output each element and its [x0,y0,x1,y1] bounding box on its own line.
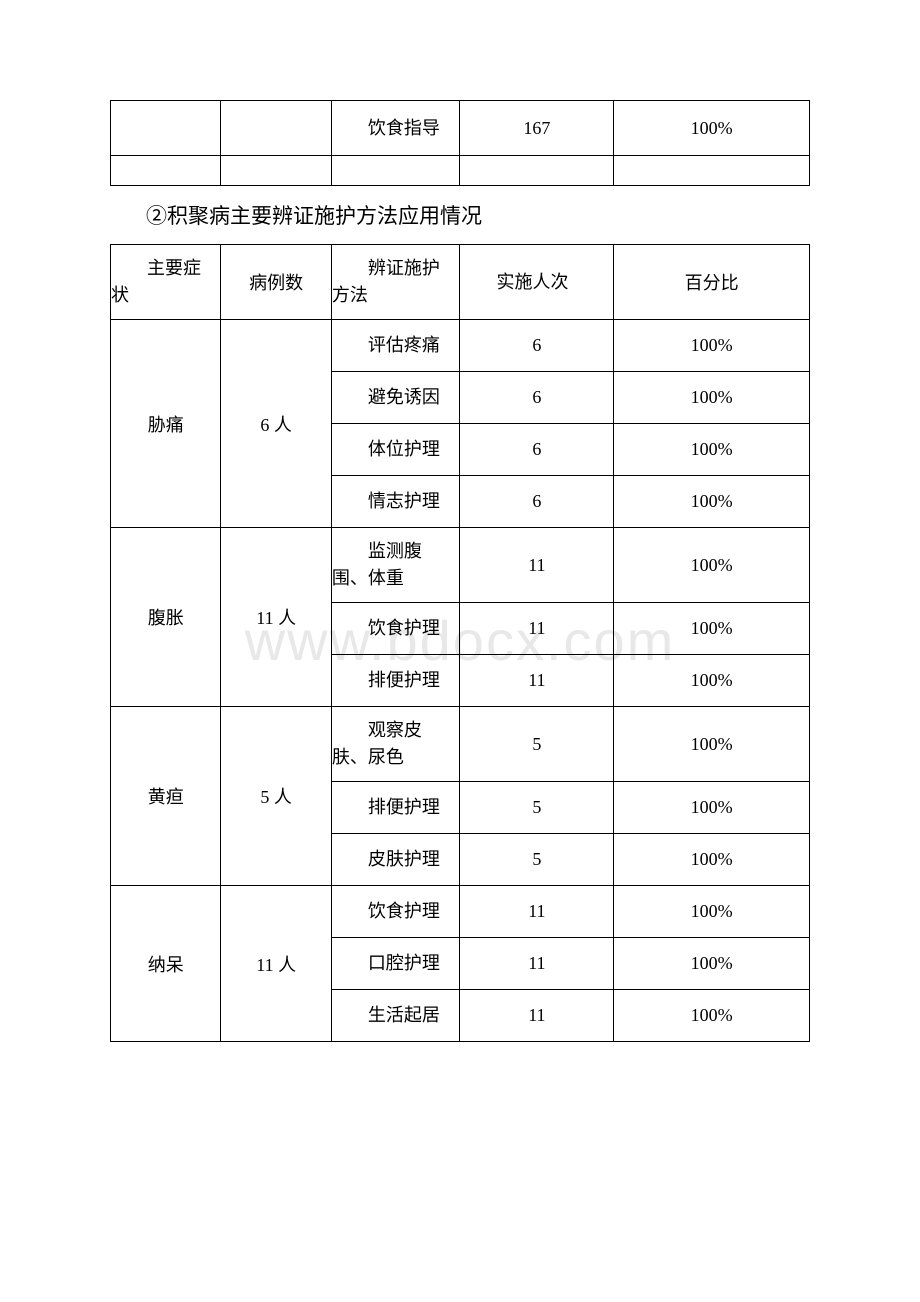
header-method: 辨证施护方法 [331,245,460,320]
cell-percent: 100% [614,101,810,156]
section-title: ②积聚病主要辨证施护方法应用情况 [146,200,810,230]
cell-count: 11 [460,990,614,1042]
cell-method: 口腔护理 [331,938,460,990]
cell-count: 6 [460,424,614,476]
cell-symptom: 胁痛 [111,320,221,528]
cell-method: 生活起居 [331,990,460,1042]
cell-percent: 100% [614,707,810,782]
cell-percent: 100% [614,990,810,1042]
table-row: 胁痛 6 人 评估疼痛 6 100% [111,320,810,372]
table-row: 纳呆 11 人 饮食护理 11 100% [111,886,810,938]
cell-method: 饮食护理 [331,886,460,938]
cell-cases: 5 人 [221,707,331,886]
cell-percent: 100% [614,603,810,655]
cell-count: 5 [460,782,614,834]
cell-count: 6 [460,320,614,372]
cell-percent: 100% [614,476,810,528]
cell-count: 167 [460,101,614,156]
cell-percent: 100% [614,655,810,707]
content: 饮食指导 167 100% ②积聚病主要辨证施护方法应用情况 主要症状 病例数 … [110,100,810,1042]
cell-method: 排便护理 [331,782,460,834]
cell-percent: 100% [614,834,810,886]
cell-count: 6 [460,372,614,424]
header-symptom: 主要症状 [111,245,221,320]
cell-percent: 100% [614,886,810,938]
cell-cases: 11 人 [221,528,331,707]
cell-percent: 100% [614,424,810,476]
cell-method: 饮食护理 [331,603,460,655]
cell-count: 11 [460,886,614,938]
cell-empty [111,156,221,186]
cell-percent: 100% [614,938,810,990]
cell-count: 11 [460,938,614,990]
cell-empty [221,156,331,186]
cell-count: 11 [460,603,614,655]
header-count: 实施人次 [460,245,614,320]
cell-method: 体位护理 [331,424,460,476]
cell-method: 皮肤护理 [331,834,460,886]
cell-method: 观察皮肤、尿色 [331,707,460,782]
cell-count: 6 [460,476,614,528]
cell-method: 情志护理 [331,476,460,528]
cell-empty [111,101,221,156]
cell-method: 避免诱因 [331,372,460,424]
cell-empty [331,156,460,186]
cell-percent: 100% [614,372,810,424]
cell-cases: 11 人 [221,886,331,1042]
table-header-row: 主要症状 病例数 辨证施护方法 实施人次 百分比 [111,245,810,320]
cell-count: 5 [460,707,614,782]
cell-empty [460,156,614,186]
cell-method: 饮食指导 [331,101,460,156]
cell-count: 11 [460,655,614,707]
table-row-empty [111,156,810,186]
cell-percent: 100% [614,320,810,372]
header-percent: 百分比 [614,245,810,320]
table-row: 腹胀 11 人 监测腹围、体重 11 100% [111,528,810,603]
cell-empty [614,156,810,186]
cell-method: 评估疼痛 [331,320,460,372]
cell-percent: 100% [614,782,810,834]
cell-symptom: 腹胀 [111,528,221,707]
cell-empty [221,101,331,156]
cell-method: 监测腹围、体重 [331,528,460,603]
cell-cases: 6 人 [221,320,331,528]
cell-method: 排便护理 [331,655,460,707]
table-top: 饮食指导 167 100% [110,100,810,186]
cell-count: 11 [460,528,614,603]
cell-count: 5 [460,834,614,886]
cell-symptom: 纳呆 [111,886,221,1042]
table-row: 黄疸 5 人 观察皮肤、尿色 5 100% [111,707,810,782]
cell-symptom: 黄疸 [111,707,221,886]
header-cases: 病例数 [221,245,331,320]
table-main: 主要症状 病例数 辨证施护方法 实施人次 百分比 胁痛 6 人 评估疼痛 6 1… [110,244,810,1042]
cell-percent: 100% [614,528,810,603]
table-row: 饮食指导 167 100% [111,101,810,156]
